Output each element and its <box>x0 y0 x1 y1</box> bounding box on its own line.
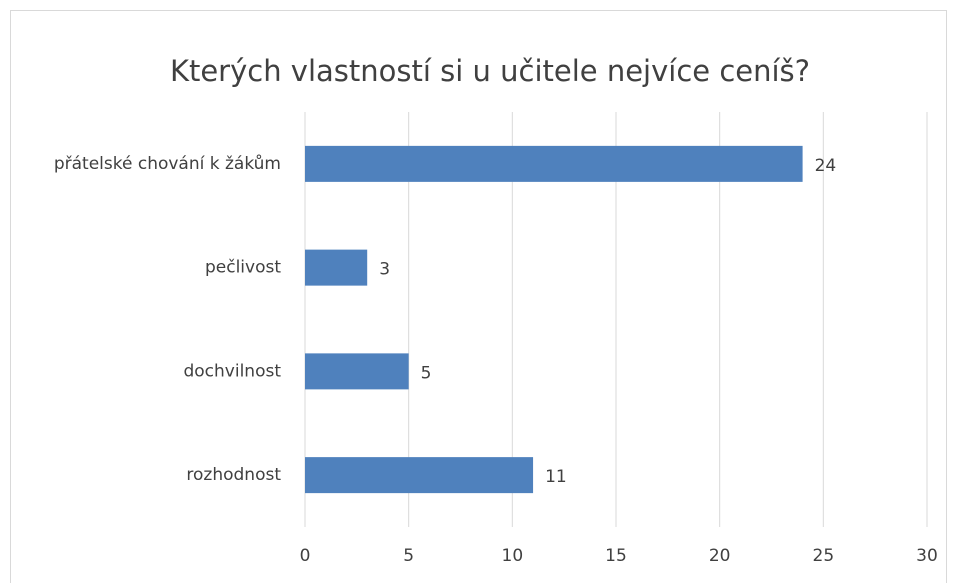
bar <box>305 145 803 182</box>
x-tick-label: 30 <box>916 546 938 566</box>
data-label: 3 <box>379 260 390 280</box>
chart-border <box>10 10 947 583</box>
x-tick-label: 5 <box>403 546 414 566</box>
x-tick-label: 20 <box>709 546 731 566</box>
bar <box>305 353 409 390</box>
y-tick-label: přátelské chování k žákům <box>54 154 281 174</box>
chart-title: Kterých vlastností si u učitele nejvíce … <box>170 54 810 88</box>
data-label: 5 <box>421 363 432 383</box>
x-tick-label: 25 <box>813 546 835 566</box>
bar <box>305 249 368 286</box>
x-tick-label: 10 <box>502 546 524 566</box>
data-label: 11 <box>545 467 567 487</box>
y-tick-label: rozhodnost <box>186 465 281 485</box>
bar <box>305 457 534 494</box>
x-tick-label: 0 <box>300 546 311 566</box>
x-tick-label: 15 <box>605 546 627 566</box>
data-label: 24 <box>815 156 837 176</box>
y-tick-label: pečlivost <box>205 258 281 278</box>
y-tick-label: dochvilnost <box>183 361 281 381</box>
